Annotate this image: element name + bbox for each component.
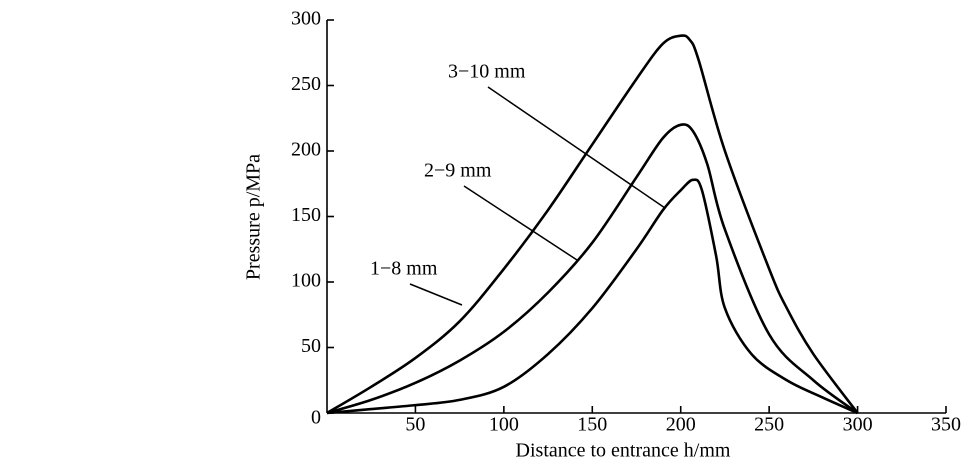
y-tick-label: 250	[291, 73, 321, 95]
y-tick-label: 50	[301, 335, 321, 357]
y-tick-label: 300	[291, 8, 321, 30]
series-line	[326, 123, 859, 415]
series-line	[326, 178, 859, 415]
x-tick-label: 100	[489, 414, 519, 436]
x-tick-label: 300	[843, 414, 873, 436]
label-leader	[487, 86, 666, 209]
x-tick-label: 50	[405, 414, 425, 436]
x-tick-label: 150	[577, 414, 607, 436]
x-tick-label: 200	[666, 414, 696, 436]
y-axis-label: Pressure p/MPa	[243, 154, 265, 280]
y-tick-label: 200	[291, 139, 321, 161]
x-tick-label: 350	[931, 414, 961, 436]
x-tick-label: 250	[754, 414, 784, 436]
y-tick-label: 100	[291, 270, 321, 292]
label-leader	[463, 185, 578, 261]
series-label: 2−9 mm	[424, 160, 492, 182]
x-axis-label: Distance to entrance h/mm	[516, 440, 731, 462]
label-leader	[409, 283, 463, 306]
y-tick-label: 0	[311, 407, 321, 429]
y-tick-label: 150	[291, 204, 321, 226]
series-line	[326, 34, 859, 415]
series-label: 3−10 mm	[448, 61, 526, 83]
series-label: 1−8 mm	[370, 258, 438, 280]
